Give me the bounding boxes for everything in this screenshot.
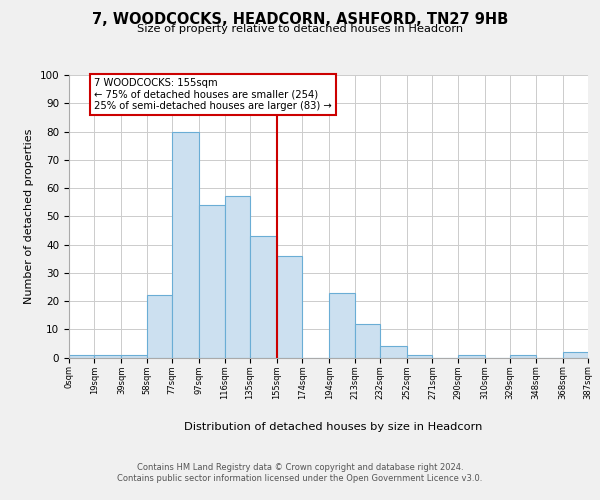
Bar <box>510 354 536 358</box>
Bar <box>172 132 199 358</box>
Bar <box>199 205 224 358</box>
Text: 7, WOODCOCKS, HEADCORN, ASHFORD, TN27 9HB: 7, WOODCOCKS, HEADCORN, ASHFORD, TN27 9H… <box>92 12 508 28</box>
Bar <box>224 196 250 358</box>
Y-axis label: Number of detached properties: Number of detached properties <box>24 128 34 304</box>
Bar <box>121 354 147 358</box>
Bar <box>380 346 407 358</box>
Bar <box>355 324 380 358</box>
Bar <box>563 352 588 358</box>
Bar <box>94 354 121 358</box>
Text: Distribution of detached houses by size in Headcorn: Distribution of detached houses by size … <box>184 422 482 432</box>
Text: Contains HM Land Registry data © Crown copyright and database right 2024.: Contains HM Land Registry data © Crown c… <box>137 462 463 471</box>
Bar <box>407 354 433 358</box>
Text: 7 WOODCOCKS: 155sqm
← 75% of detached houses are smaller (254)
25% of semi-detac: 7 WOODCOCKS: 155sqm ← 75% of detached ho… <box>94 78 332 111</box>
Bar <box>329 292 355 358</box>
Bar <box>147 296 172 358</box>
Bar <box>250 236 277 358</box>
Bar <box>458 354 485 358</box>
Bar <box>277 256 302 358</box>
Text: Contains public sector information licensed under the Open Government Licence v3: Contains public sector information licen… <box>118 474 482 483</box>
Text: Size of property relative to detached houses in Headcorn: Size of property relative to detached ho… <box>137 24 463 34</box>
Bar <box>69 354 94 358</box>
